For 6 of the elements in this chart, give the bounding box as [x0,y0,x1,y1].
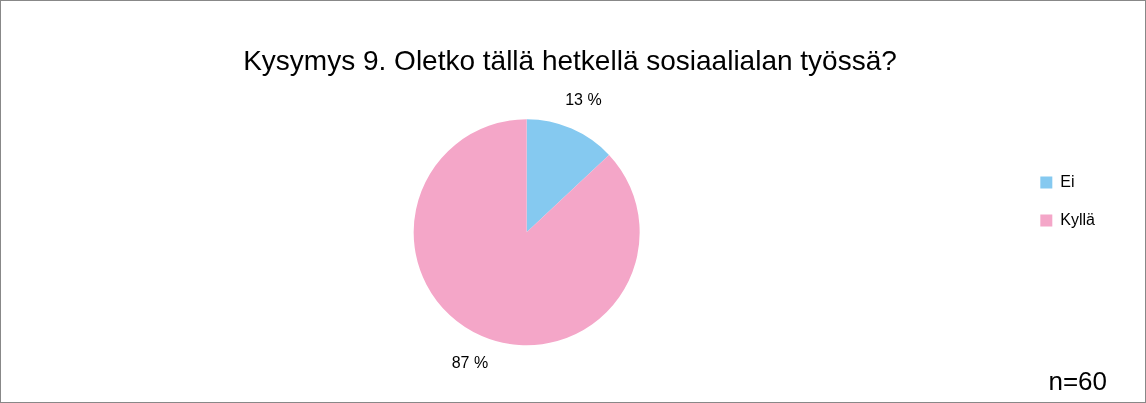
legend-label: Ei [1060,172,1075,190]
chart-title: Kysymys 9. Oletko tällä hetkellä sosiaalialan työssä? [243,44,897,76]
data-label: 87 % [451,353,489,371]
text: n=60 [1048,366,1107,396]
legend-label: Kyllä [1060,210,1096,228]
data-label: 13 % [565,91,602,109]
